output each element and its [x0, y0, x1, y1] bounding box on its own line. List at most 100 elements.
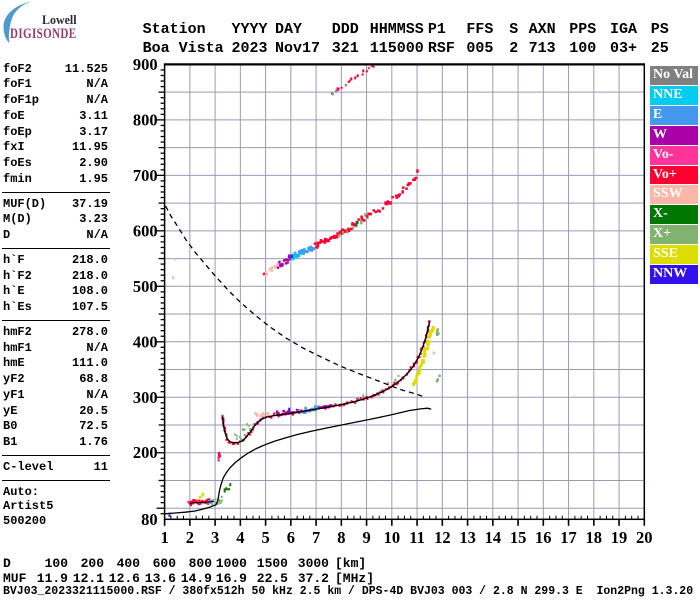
bottom-row-cell: 14.9	[180, 571, 212, 586]
param-row-fof1: foF1 N/A	[3, 77, 108, 93]
legend-label: NNW	[653, 266, 688, 282]
param-row-he: h`E 108.0	[3, 284, 108, 300]
param-separator	[2, 476, 110, 485]
curve-f-trace-fit	[222, 321, 431, 444]
legend-label: Vo+	[653, 166, 677, 182]
param-value: N/A	[86, 93, 108, 107]
param-label: yF1	[3, 387, 25, 402]
param-row-foe: foE 3.11	[3, 109, 108, 125]
x-tick-label: 17	[560, 528, 577, 547]
x-tick-label: 15	[510, 528, 527, 547]
param-row-hf2: h`F2 218.0	[3, 269, 108, 285]
y-tick-label: 800	[133, 110, 158, 129]
curve-es-trace-fit	[189, 500, 215, 504]
param-row-md: M(D) 3.23	[3, 212, 108, 228]
param-value: 218.0	[71, 252, 108, 267]
param-row-fxi: fxI 11.95	[3, 140, 108, 156]
param-label: h`Es	[3, 300, 32, 314]
param-value: 11.525	[64, 61, 108, 76]
param-label: foF1	[3, 77, 32, 92]
x-tick-label: 14	[485, 528, 502, 547]
dots-e-cusp-red	[217, 451, 221, 462]
dots-hop2-red-tip	[406, 169, 419, 187]
lowell-digisonde-logo: Lowell DIGISONDE	[0, 0, 130, 56]
header-label-ffs: FFS	[466, 21, 494, 38]
param-label: hmF2	[3, 324, 32, 339]
legend-item-sse: SSE	[650, 245, 698, 265]
logo-swoosh-icon	[3, 1, 31, 44]
param-value: 278.0	[71, 324, 108, 339]
header-value-ps: 25	[650, 40, 669, 57]
header-value-axn: 713	[528, 40, 556, 57]
param-label: B0	[3, 419, 18, 434]
legend-label: X-	[653, 206, 668, 222]
x-tick-label: 13	[459, 528, 476, 547]
header-label-yyyy: YYYY	[231, 21, 268, 38]
header-value-s: 2	[509, 40, 519, 57]
param-value: N/A	[86, 77, 108, 92]
legend-label: No Val	[653, 67, 694, 82]
bottom-row-unit: [MHz]	[335, 571, 375, 586]
logo-text-lowell: Lowell	[42, 12, 77, 27]
bottom-row-cell: 12.1	[72, 571, 104, 586]
param-row-mufd: MUF(D) 37.19	[3, 197, 108, 213]
param-value: 3.11	[79, 108, 108, 123]
x-tick-label: 20	[636, 528, 653, 547]
bottom-row-unit: [km]	[335, 556, 367, 571]
param-value: N/A	[86, 340, 108, 355]
bottom-row-cell: 1000	[215, 556, 247, 571]
header-values-row: Boa Vista 2023 Nov17 321 115000 RSF 005 2 713 100…	[0, 40, 700, 58]
bottom-row-cell: 37.2	[297, 571, 329, 586]
y-tick-label: 700	[133, 166, 158, 185]
dots-cusp-green-top	[435, 374, 441, 383]
parameter-panel: foF2 11.525 foF1 N/A foF1p N/A foE 3.11 foEp 3.17…	[2, 61, 110, 530]
legend-label: SSE	[653, 246, 678, 262]
x-tick-label: 11	[409, 528, 425, 547]
param-value: 1.76	[79, 435, 108, 449]
dots-stray-salmon-2	[172, 276, 175, 280]
bottom-row-cell: 22.5	[256, 571, 288, 586]
x-tick-label: 18	[586, 528, 603, 547]
bottom-row-cell: 1500	[256, 556, 288, 571]
legend-item-w: W	[650, 125, 698, 145]
dots-es-green-right	[211, 495, 224, 506]
dots-cusp-green-right	[435, 328, 440, 336]
bottom-row-cell: 11.9	[36, 571, 68, 586]
echo-color-legend: No Val NNE E W Vo- Vo+ SSW X- X+ SSE NNW	[650, 66, 699, 285]
param-label: yF2	[3, 372, 25, 386]
legend-item-vo: Vo-	[650, 145, 698, 165]
dots-hop2-purple	[276, 254, 291, 269]
header-label-pps: PPS	[569, 21, 597, 38]
param-row-hmf2: hmF2 278.0	[3, 325, 108, 341]
header-label-ddd: DDD	[331, 21, 359, 38]
legend-item-nne: NNE	[650, 85, 698, 105]
param-value: 1.95	[79, 171, 108, 186]
param-row-b0: B0 72.5	[3, 419, 108, 435]
param-label: hmF1	[3, 340, 32, 355]
dots-hop2-red-band	[313, 228, 345, 249]
param-label: fxI	[3, 140, 25, 155]
dots-stray-salmon-1	[174, 258, 177, 261]
header-label-s: S	[509, 21, 519, 38]
y-tick-label: 900	[133, 55, 158, 74]
param-value: 111.0	[71, 356, 108, 371]
param-row-foep: foEp 3.17	[3, 125, 108, 141]
legend-label: E	[653, 106, 663, 122]
param-footer-0: Auto:	[3, 484, 40, 499]
param-value: 20.5	[79, 403, 108, 418]
dots-hop2-red-upper	[368, 186, 408, 216]
bottom-row-cell: 200	[80, 556, 104, 571]
param-label: h`E	[3, 284, 25, 299]
legend-item-nnw: NNW	[650, 265, 698, 284]
bottom-row-cell: 12.6	[108, 571, 140, 586]
param-label: hmE	[3, 356, 25, 371]
header-label-axn: AXN	[528, 21, 556, 38]
param-label: M(D)	[3, 212, 32, 227]
header-label-hhmmss: HHMMSS	[369, 21, 424, 38]
header-value-station: Boa Vista	[142, 40, 224, 57]
header-value-iga: 03+	[610, 40, 638, 57]
header-value-p1: RSF	[427, 40, 455, 57]
bottom-row-cell: 3000	[297, 556, 329, 571]
header-value-hhmmss: 115000	[369, 40, 424, 57]
